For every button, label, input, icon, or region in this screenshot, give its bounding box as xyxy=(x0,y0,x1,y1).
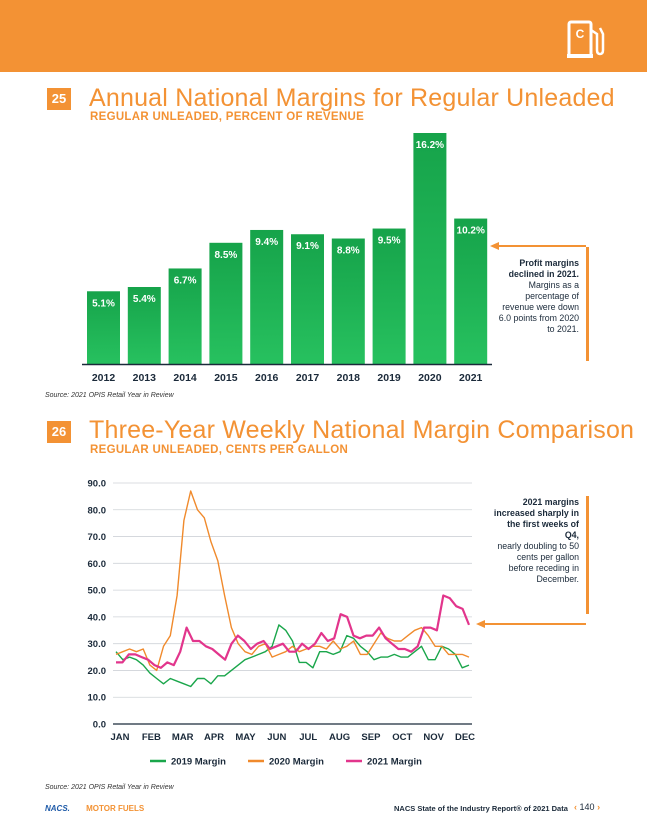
legend-label: 2020 Margin xyxy=(269,757,324,768)
series-line xyxy=(115,624,470,688)
x-tick-label: 2015 xyxy=(214,372,238,384)
nacs-logo: NACS. xyxy=(45,804,70,813)
footer-report-title: NACS State of the Industry Report® of 20… xyxy=(394,804,568,813)
x-tick-label: 2019 xyxy=(377,372,401,384)
bar xyxy=(331,238,365,364)
x-tick-label: SEP xyxy=(361,732,381,743)
x-tick-label: 2021 xyxy=(459,372,483,384)
x-tick-label: MAR xyxy=(172,732,194,743)
bar-value-label: 9.1% xyxy=(296,241,319,252)
bar xyxy=(127,287,161,364)
y-tick-label: 30.0 xyxy=(88,639,107,650)
series-line xyxy=(116,594,471,669)
chart-source: Source: 2021 OPIS Retail Year in Review xyxy=(45,784,174,791)
chevron-left-icon: ‹ xyxy=(574,802,577,812)
x-tick-label: 2020 xyxy=(418,372,442,384)
bar xyxy=(168,268,202,364)
bar-value-label: 9.5% xyxy=(378,236,401,247)
x-tick-label: 2013 xyxy=(133,372,157,384)
figure-number-badge: 25 xyxy=(47,88,71,110)
y-tick-label: 70.0 xyxy=(88,532,107,543)
bar-value-label: 6.7% xyxy=(174,275,197,286)
page-number: ‹ 140 › xyxy=(574,802,600,812)
page-number-value: 140 xyxy=(579,802,595,812)
x-tick-label: 2017 xyxy=(296,372,320,384)
y-tick-label: 50.0 xyxy=(88,586,107,597)
x-tick-label: 2016 xyxy=(255,372,279,384)
callout-accent-bar xyxy=(586,247,589,361)
chart-source: Source: 2021 OPIS Retail Year in Review xyxy=(45,392,174,399)
x-tick-label: OCT xyxy=(392,732,412,743)
fuel-pump-icon: C xyxy=(567,20,605,58)
svg-text:C: C xyxy=(576,27,585,41)
x-tick-label: JUN xyxy=(267,732,286,743)
chart-subtitle: REGULAR UNLEADED, CENTS PER GALLON xyxy=(90,444,349,456)
bar-value-label: 8.5% xyxy=(215,250,238,261)
callout-accent-bar xyxy=(586,496,589,614)
x-tick-label: APR xyxy=(204,732,224,743)
legend-label: 2019 Margin xyxy=(171,757,226,768)
chart-subtitle: REGULAR UNLEADED, PERCENT OF REVENUE xyxy=(90,111,365,123)
y-tick-label: 60.0 xyxy=(88,559,107,570)
y-tick-label: 90.0 xyxy=(88,479,107,490)
x-tick-label: MAY xyxy=(235,732,256,743)
chart-title: Annual National Margins for Regular Unle… xyxy=(89,84,615,112)
bar xyxy=(87,291,120,364)
header-bar: C xyxy=(0,0,647,72)
x-tick-label: JAN xyxy=(110,732,129,743)
callout-bold-text: Profit margins declined in 2021. xyxy=(508,258,579,279)
y-tick-label: 0.0 xyxy=(93,720,106,731)
x-tick-label: 2014 xyxy=(173,372,197,384)
bar xyxy=(372,228,406,364)
y-tick-label: 40.0 xyxy=(88,612,107,623)
bar xyxy=(250,229,284,364)
y-tick-label: 80.0 xyxy=(88,505,107,516)
y-tick-label: 20.0 xyxy=(88,666,107,677)
x-tick-label: 2018 xyxy=(337,372,361,384)
callout-text: Margins as a percentage of revenue were … xyxy=(498,280,579,334)
x-tick-label: 2012 xyxy=(92,372,116,384)
chart-title: Three-Year Weekly National Margin Compar… xyxy=(89,416,635,444)
bar-value-label: 5.1% xyxy=(92,298,115,309)
x-tick-label: NOV xyxy=(423,732,444,743)
footer-brand: NACS. MOTOR FUELS xyxy=(45,804,144,813)
y-tick-label: 10.0 xyxy=(88,693,107,704)
footer-category: MOTOR FUELS xyxy=(86,804,145,813)
x-tick-label: FEB xyxy=(142,732,161,743)
bar-value-label: 9.4% xyxy=(255,237,278,248)
bar xyxy=(454,218,488,364)
bar xyxy=(413,133,447,364)
series-line xyxy=(115,490,470,672)
bar xyxy=(209,242,243,364)
legend-label: 2021 Margin xyxy=(367,757,422,768)
bar-value-label: 16.2% xyxy=(416,140,444,151)
bar-value-label: 5.4% xyxy=(133,294,156,305)
chevron-right-icon: › xyxy=(597,802,601,812)
bar xyxy=(291,234,324,364)
callout-arrow-head xyxy=(476,620,485,628)
x-tick-label: DEC xyxy=(455,732,475,743)
bar-value-label: 10.2% xyxy=(457,226,485,237)
bar-chart-callout: Profit margins declined in 2021. Margins… xyxy=(493,258,579,335)
figure-number-badge: 26 xyxy=(47,421,71,443)
bar-value-label: 8.8% xyxy=(337,246,360,257)
line-chart: 0.0 10.0 20.0 30.0 40.0 50.0 60.0 70.0 80.0 90.0 J… xyxy=(88,479,586,768)
x-tick-label: AUG xyxy=(329,732,350,743)
callout-text: nearly doubling to 50 cents per gallon b… xyxy=(497,541,579,584)
callout-bold-text: 2021 margins increased sharply in the fi… xyxy=(493,497,579,540)
bar-chart: 5.1% 2012 5.4% 2013 6.7% 2014 8.5% 2015 9.4% 2016… xyxy=(82,133,586,384)
line-chart-callout: 2021 margins increased sharply in the fi… xyxy=(493,497,579,585)
callout-arrow-head xyxy=(490,242,499,250)
x-tick-label: JUL xyxy=(299,732,317,743)
